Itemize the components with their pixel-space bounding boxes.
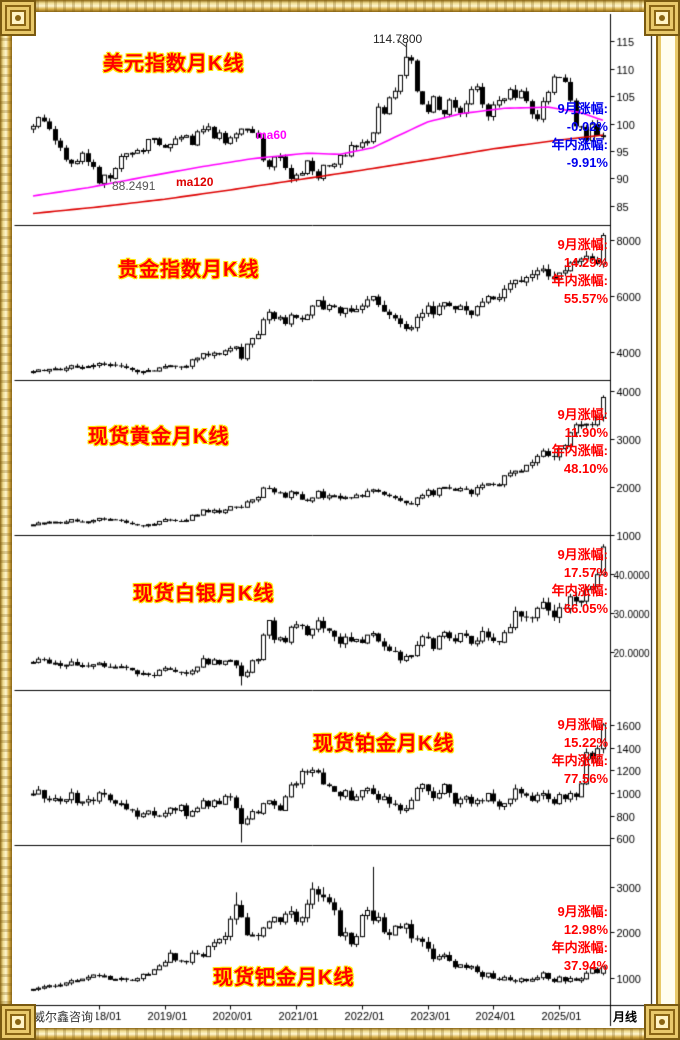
ma60-label: ma60 [256,128,287,142]
sep-change-label: 9月涨幅: [557,717,608,732]
ytd-change-label: 年内涨幅: [551,137,608,152]
ytd-change-value: 55.57% [563,291,608,306]
stats-spot-platinum: 9月涨幅: 15.22% 年内涨幅: 77.56% [508,716,608,788]
stats-metal-index: 9月涨幅: 14.29% 年内涨幅: 55.57% [508,236,608,308]
watermark: 威尔鑫咨询 [33,1008,97,1025]
frame-edge-top [0,0,680,12]
ytd-change-value: 48.10% [563,461,608,476]
period-label: 月线 [613,1010,638,1024]
ma120-label: ma120 [176,175,214,189]
panel-title-spot-silver: 现货白银月K线 [133,583,275,605]
frame-corner-ornament-icon [644,1004,680,1040]
panel-title-metal-index: 贵金指数月K线 [118,259,260,281]
ytd-change-value: -9.91% [566,155,608,170]
sep-change-value: 14.29% [563,255,608,270]
sep-change-value: 11.90% [564,425,608,440]
sep-change-label: 9月涨幅: [557,407,608,422]
ytd-change-value: 37.94% [563,958,608,973]
ytd-change-value: 66.05% [563,601,608,616]
ytd-change-label: 年内涨幅: [551,583,608,598]
ytd-change-label: 年内涨幅: [551,273,608,288]
panel-title-usd-index: 美元指数月K线 [103,53,245,75]
sep-change-value: 12.98% [563,922,608,937]
sep-change-label: 9月涨幅: [557,547,608,562]
frame-corner-ornament-icon [644,0,680,36]
annotation-peak-value: 114.7800 [373,32,422,46]
frame-corner-ornament-icon [0,0,36,36]
annotation-low-value: 88.2491 [112,179,156,193]
frame-edge-bottom [0,1028,680,1040]
frame-edge-left [0,0,12,1040]
stats-spot-gold: 9月涨幅: 11.90% 年内涨幅: 48.10% [508,406,608,478]
stats-usd-index: 9月涨幅: -0.02% 年内涨幅: -9.91% [508,100,608,172]
panel-title-spot-platinum: 现货铂金月K线 [313,733,455,755]
ytd-change-label: 年内涨幅: [551,940,608,955]
frame-edge-right [656,0,680,1040]
frame-corner-ornament-icon [0,1004,36,1040]
stats-spot-palladium: 9月涨幅: 12.98% 年内涨幅: 37.94% [508,903,608,975]
stats-spot-silver: 9月涨幅: 17.57% 年内涨幅: 66.05% [508,546,608,618]
ytd-change-label: 年内涨幅: [551,753,608,768]
ytd-change-value: 77.56% [563,771,608,786]
sep-change-value: -0.02% [566,119,608,134]
sep-change-value: 17.57% [563,565,608,580]
ytd-change-label: 年内涨幅: [551,443,608,458]
sep-change-value: 15.22% [563,735,608,750]
sep-change-label: 9月涨幅: [557,904,608,919]
panel-title-spot-palladium: 现货钯金月K线 [213,967,355,989]
sep-change-label: 9月涨幅: [557,101,608,116]
panel-title-spot-gold: 现货黄金月K线 [88,426,230,448]
sep-change-label: 9月涨幅: [557,237,608,252]
